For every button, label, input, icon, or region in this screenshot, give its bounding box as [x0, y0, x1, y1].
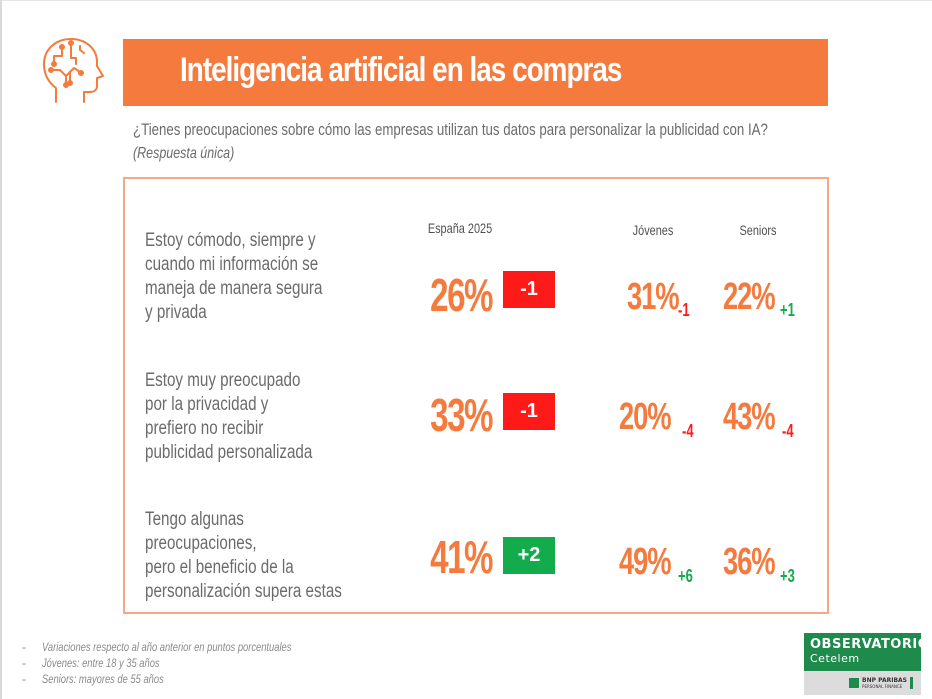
slide-left-edge: [0, 0, 2, 699]
seniors-delta: +1: [780, 300, 795, 320]
row-label-line: prefiero no recibir: [145, 418, 264, 439]
footnote-bullet: -: [22, 656, 26, 670]
spain-value: 41%: [430, 531, 493, 583]
footnote-text: Seniors: mayores de 55 años: [42, 672, 164, 686]
row-label-line: publicidad personalizada: [145, 442, 313, 463]
title-bar: Inteligencia artificial en las compras: [123, 39, 828, 106]
survey-question: ¿Tienes preocupaciones sobre cómo las em…: [133, 120, 768, 139]
brain-circuit-icon: [43, 38, 104, 103]
spain-delta-badge: +2: [503, 537, 555, 574]
spain-value: 33%: [430, 389, 493, 441]
footnote-item: - Variaciones respecto al año anterior e…: [22, 639, 362, 655]
footnote-item: - Jóvenes: entre 18 y 35 años: [22, 655, 362, 671]
partner-subtitle: PERSONAL FINANCE: [862, 684, 903, 689]
spain-delta-value: -1: [520, 278, 538, 300]
footnotes: - Variaciones respecto al año anterior e…: [22, 639, 362, 687]
results-panel: [123, 177, 829, 614]
spain-value: 26%: [430, 269, 493, 321]
seniors-value: 43%: [723, 396, 776, 438]
bnp-bar-icon: [910, 677, 913, 689]
row-label-line: y privada: [145, 302, 207, 323]
column-header-young: Jóvenes: [632, 222, 674, 238]
row-label-line: por la privacidad y: [145, 394, 269, 415]
seniors-delta: -4: [782, 421, 794, 441]
logo-bottom-band: BNP PARIBAS PERSONAL FINANCE: [804, 671, 921, 695]
bnp-paribas-icon: [849, 678, 860, 688]
logo-top-band: OBSERVATORIO Cetelem: [804, 633, 930, 671]
footnote-text: Variaciones respecto al año anterior en …: [42, 640, 292, 654]
footnote-bullet: -: [22, 672, 26, 686]
column-header-spain: España 2025: [427, 220, 493, 236]
column-header-seniors: Seniors: [739, 222, 777, 238]
spain-delta-badge: -1: [503, 271, 555, 308]
partner-name: BNP PARIBAS: [862, 677, 907, 684]
observatorio-cetelem-logo: OBSERVATORIO Cetelem BNP PARIBAS PERSONA…: [804, 633, 930, 695]
spain-delta-badge: -1: [503, 393, 555, 430]
row-label-line: Estoy muy preocupado: [145, 370, 301, 391]
seniors-delta: +3: [780, 566, 795, 586]
survey-question-note: (Respuesta única): [133, 145, 235, 162]
spain-delta-value: +2: [517, 544, 541, 566]
row-label-line: maneja de manera segura: [145, 278, 323, 299]
footnote-text: Jóvenes: entre 18 y 35 años: [42, 656, 160, 670]
logo-subtitle: Cetelem: [810, 652, 860, 665]
young-value: 49%: [619, 541, 672, 583]
footnote-bullet: -: [22, 640, 26, 654]
young-delta: +6: [678, 566, 693, 586]
seniors-value: 36%: [723, 541, 776, 583]
logo-title: OBSERVATORIO: [810, 637, 930, 652]
young-value: 31%: [627, 276, 680, 318]
row-label-line: personalización supera estas: [145, 581, 342, 602]
row-label-line: Tengo algunas preocupaciones,: [145, 509, 257, 554]
young-value: 20%: [619, 396, 672, 438]
bnp-paribas-wordmark: BNP PARIBAS PERSONAL FINANCE: [862, 677, 907, 689]
spain-delta-value: -1: [520, 400, 538, 422]
row-label-line: pero el beneficio de la: [145, 557, 294, 578]
seniors-value: 22%: [723, 276, 776, 318]
row-label: Estoy muy preocupado por la privacidad y…: [145, 369, 353, 465]
footnote-item: - Seniors: mayores de 55 años: [22, 671, 362, 687]
row-label: Estoy cómodo, siempre y cuando mi inform…: [145, 229, 353, 325]
slide-top-edge: [0, 0, 932, 1]
page-title: Inteligencia artificial en las compras: [180, 51, 622, 89]
row-label: Tengo algunas preocupaciones, pero el be…: [145, 508, 353, 604]
young-delta: -1: [678, 300, 690, 320]
row-label-line: Estoy cómodo, siempre y: [145, 230, 316, 251]
young-delta: -4: [682, 421, 694, 441]
row-label-line: cuando mi información se: [145, 254, 319, 275]
